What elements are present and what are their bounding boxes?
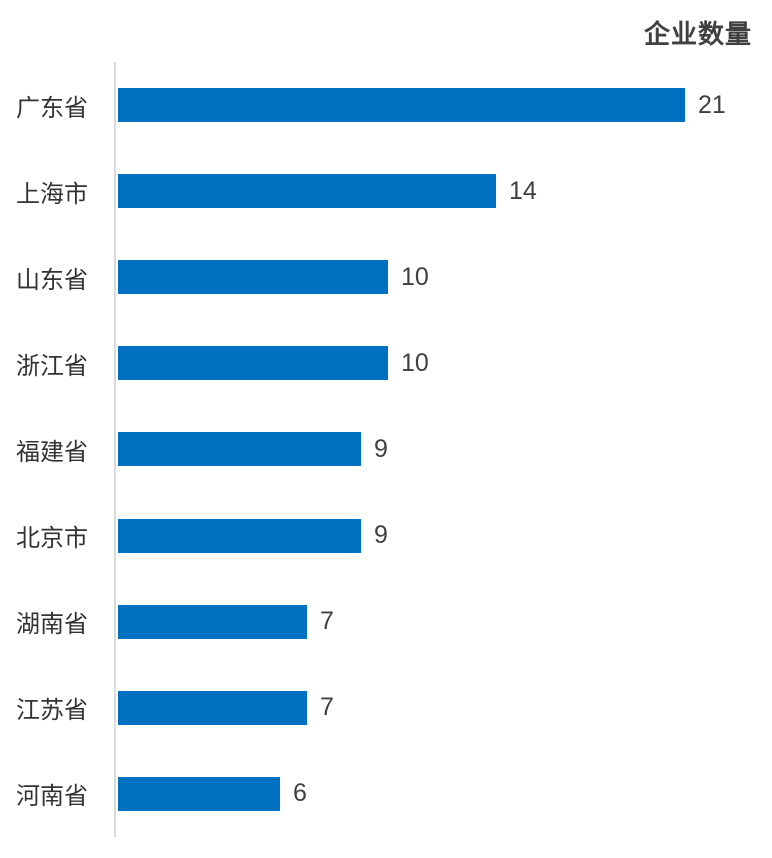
- bar: [118, 346, 388, 381]
- category-label: 浙江省: [16, 351, 88, 380]
- bar-row: 湖南省 7: [16, 579, 764, 665]
- value-label: 9: [374, 521, 388, 550]
- bar: [118, 88, 685, 123]
- category-label: 福建省: [16, 437, 88, 466]
- category-label: 北京市: [16, 524, 88, 553]
- bar-row: 山东省 10: [16, 234, 764, 320]
- bar-row: 浙江省 10: [16, 320, 764, 406]
- bar: [118, 174, 496, 209]
- bar-row: 北京市 9: [16, 492, 764, 578]
- bar: [118, 776, 280, 811]
- chart-title: 企业数量: [643, 19, 752, 49]
- bar: [118, 260, 388, 295]
- bar: [118, 432, 361, 467]
- value-label: 6: [293, 779, 307, 808]
- category-label: 河南省: [16, 782, 88, 811]
- category-label: 上海市: [16, 179, 88, 208]
- bar-row: 河南省 6: [16, 751, 764, 837]
- bar-row: 广东省 21: [16, 62, 764, 148]
- bar-row: 福建省 9: [16, 406, 764, 492]
- value-label: 9: [374, 434, 388, 463]
- category-label: 广东省: [16, 93, 88, 122]
- value-label: 7: [320, 607, 334, 636]
- bar: [118, 690, 307, 725]
- value-label: 10: [401, 348, 429, 377]
- value-label: 14: [509, 176, 537, 205]
- bar-row: 江苏省 7: [16, 665, 764, 751]
- value-label: 21: [698, 90, 726, 119]
- plot-area y-axis-line: 广东省 21 上海市 14 山东省 10 浙江省 10 福建省 9 北京市: [16, 62, 764, 837]
- value-label: 7: [320, 693, 334, 722]
- category-label: 江苏省: [16, 696, 88, 725]
- bar: [118, 604, 307, 639]
- value-label: 10: [401, 262, 429, 291]
- bar: [118, 518, 361, 553]
- bar-row: 上海市 14: [16, 148, 764, 234]
- category-label: 山东省: [16, 265, 88, 294]
- category-label: 湖南省: [16, 610, 88, 639]
